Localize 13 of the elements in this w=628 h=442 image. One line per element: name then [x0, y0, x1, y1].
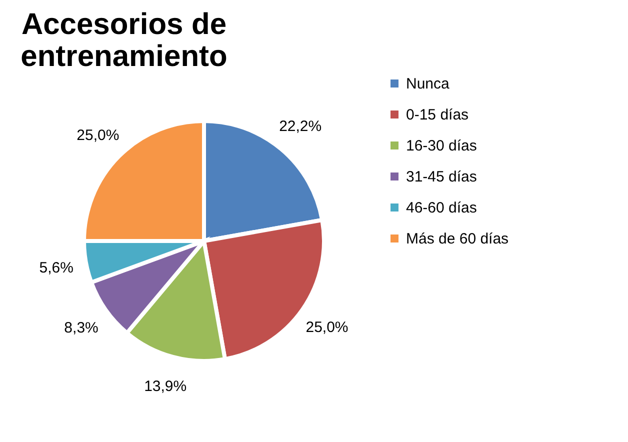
data-label: 25,0% [76, 126, 120, 144]
legend-label: 0-15 días [406, 106, 469, 124]
data-label: 8,3% [64, 319, 98, 336]
legend-label: Más de 60 días [406, 230, 509, 248]
data-label: 13,9% [144, 378, 187, 395]
data-label: 25,0% [306, 318, 348, 336]
chart-title: Accesorios de entrenamiento [20, 8, 228, 73]
legend-label: 46-60 días [406, 200, 477, 216]
data-label: 5,6% [39, 259, 74, 276]
legend-label: 31-45 días [406, 168, 477, 186]
legend-label: Nunca [406, 76, 450, 92]
data-label: 22,2% [279, 118, 322, 136]
legend-label: 16-30 días [406, 138, 477, 154]
